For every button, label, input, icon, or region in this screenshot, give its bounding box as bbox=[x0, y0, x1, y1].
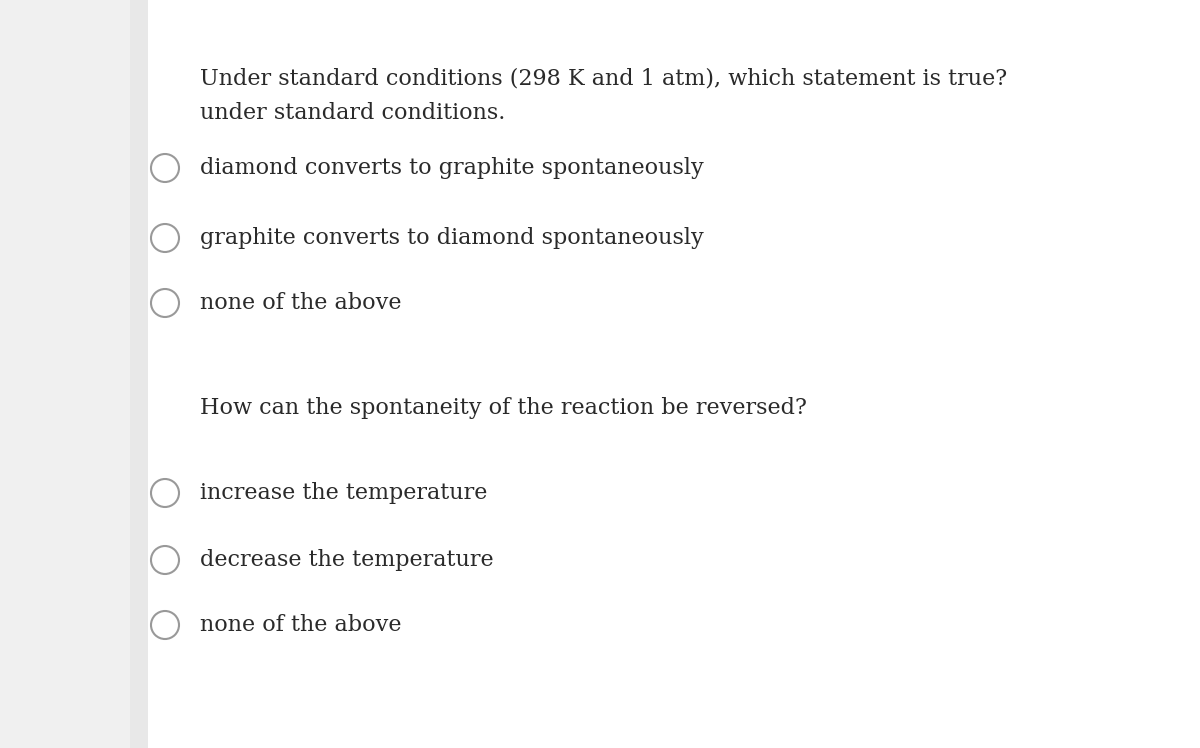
Text: graphite converts to diamond spontaneously: graphite converts to diamond spontaneous… bbox=[200, 227, 703, 249]
Bar bbox=[0, 0, 130, 748]
Text: diamond converts to graphite spontaneously: diamond converts to graphite spontaneous… bbox=[200, 157, 703, 179]
Text: increase the temperature: increase the temperature bbox=[200, 482, 487, 504]
Text: How can the spontaneity of the reaction be reversed?: How can the spontaneity of the reaction … bbox=[200, 397, 806, 419]
Text: Under standard conditions (298 K and 1 atm), which statement is true?: Under standard conditions (298 K and 1 a… bbox=[200, 67, 1007, 89]
Text: none of the above: none of the above bbox=[200, 614, 402, 636]
Text: under standard conditions.: under standard conditions. bbox=[200, 102, 505, 124]
Text: decrease the temperature: decrease the temperature bbox=[200, 549, 493, 571]
Bar bbox=[130, 0, 148, 748]
Text: none of the above: none of the above bbox=[200, 292, 402, 314]
